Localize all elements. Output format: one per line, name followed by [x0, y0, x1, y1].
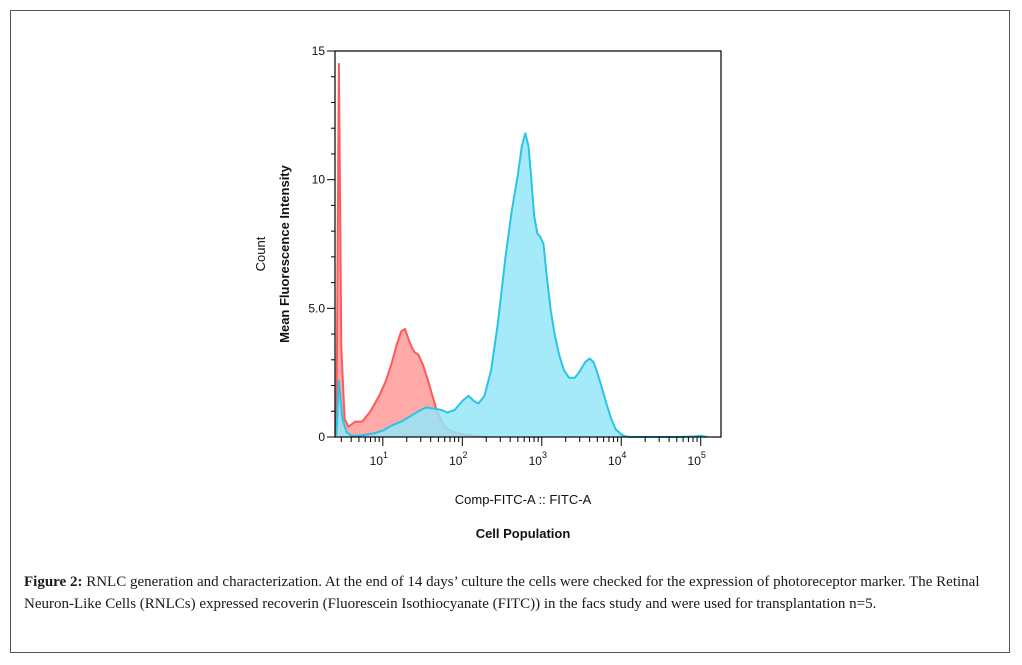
y-tick-label: 0 — [318, 430, 325, 444]
series-2-area — [336, 133, 707, 438]
x-tick-label: 104 — [608, 450, 626, 468]
y-axis-sublabel: Count — [253, 236, 268, 271]
plot-area-border — [334, 50, 722, 438]
histogram-chart: 0 5.0 10 15 101 102 103 104 105 Comp-FITC-A :: … — [11, 11, 1011, 571]
series-2-line — [335, 132, 708, 438]
x-tick-label: 101 — [370, 450, 388, 468]
y-axis-label: Mean Fluorescence Intensity — [277, 164, 292, 342]
y-axis: 0 5.0 10 15 — [308, 44, 335, 444]
x-tick-label: 103 — [529, 450, 547, 468]
series-layer — [335, 62, 708, 438]
y-tick-label: 5.0 — [308, 301, 325, 315]
figure-label: Figure 2: — [24, 574, 83, 590]
histogram-svg: 0 5.0 10 15 101 102 103 104 105 Comp-FITC-A :: … — [253, 44, 722, 541]
x-tick-label: 102 — [449, 450, 467, 468]
y-tick-label: 15 — [312, 44, 326, 58]
figure-frame: 0 5.0 10 15 101 102 103 104 105 Comp-FITC-A :: … — [10, 10, 1010, 653]
figure-caption-text: RNLC generation and characterization. At… — [24, 574, 980, 612]
x-axis-sublabel: Cell Population — [476, 526, 571, 541]
x-axis-label: Comp-FITC-A :: FITC-A — [455, 492, 592, 507]
series-1-area — [336, 63, 487, 438]
y-tick-label: 10 — [312, 173, 326, 187]
figure-caption: Figure 2: RNLC generation and characteri… — [24, 571, 1004, 615]
x-axis: 101 102 103 104 105 — [340, 437, 706, 468]
x-tick-label: 105 — [688, 450, 706, 468]
